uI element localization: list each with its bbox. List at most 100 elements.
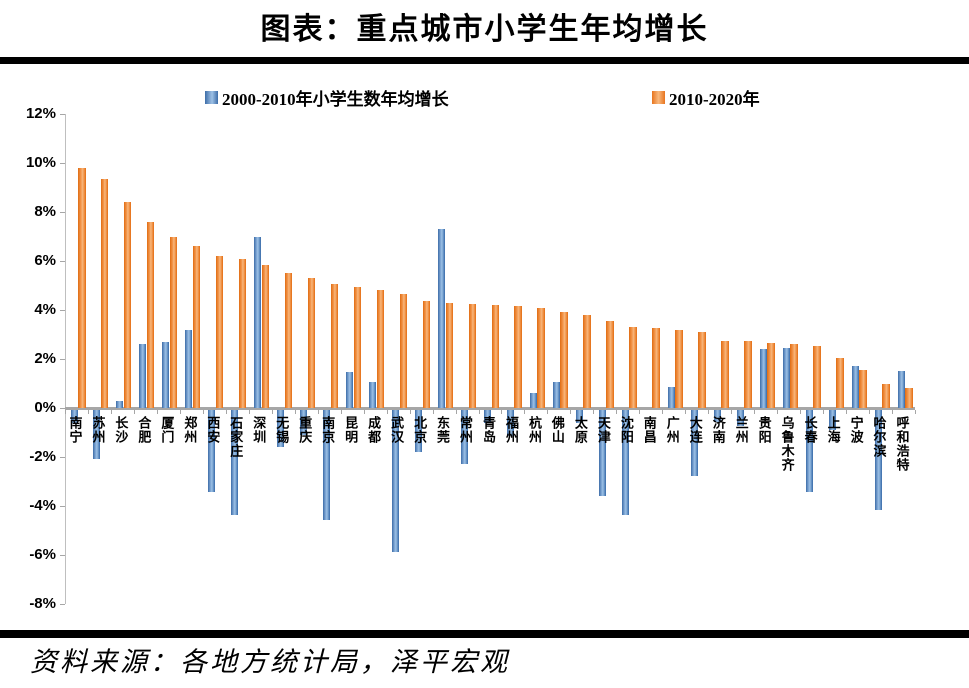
x-axis-label-长春: 长春 xyxy=(802,416,818,444)
bar-2000-2010-西安 xyxy=(208,410,216,493)
x-axis-tick xyxy=(363,410,365,414)
x-axis-label-杭州: 杭州 xyxy=(526,416,542,444)
legend-label: 2010-2020年 xyxy=(669,90,760,109)
bar-2010-2020-青岛 xyxy=(491,305,499,408)
bar-2010-2020-西安 xyxy=(215,256,224,408)
bar-2000-2010-南宁 xyxy=(70,410,78,424)
bar-2010-2020-无锡 xyxy=(284,273,293,408)
top-divider-bar xyxy=(0,57,969,64)
y-axis-tick-label: 8% xyxy=(34,203,56,220)
x-axis-label-合肥: 合肥 xyxy=(136,416,152,444)
legend-swatch-orange xyxy=(652,91,665,104)
x-axis-tick xyxy=(455,410,457,414)
x-axis-label-呼和浩特: 呼和浩特 xyxy=(894,416,910,472)
bar-2010-2020-福州 xyxy=(514,306,522,408)
x-axis-label-贵阳: 贵阳 xyxy=(756,416,772,444)
bar-2000-2010-福州 xyxy=(506,410,514,436)
chart-title: 图表：重点城市小学生年均增长 xyxy=(260,13,709,46)
x-axis-label-北京: 北京 xyxy=(412,416,428,444)
x-axis-tick xyxy=(294,410,296,414)
bar-2010-2020-常州 xyxy=(468,303,477,408)
x-axis-tick xyxy=(616,410,618,414)
bar-2010-2020-厦门 xyxy=(169,236,178,408)
x-axis-tick xyxy=(639,410,641,414)
x-axis-tick xyxy=(685,410,687,414)
y-axis-tick-label: -8% xyxy=(29,595,56,612)
x-axis-tick xyxy=(570,410,572,414)
bar-2010-2020-呼和浩特 xyxy=(905,388,913,408)
x-axis-tick xyxy=(915,410,916,414)
y-axis-tick xyxy=(60,604,65,605)
x-axis-tick xyxy=(225,410,227,414)
x-axis-tick xyxy=(547,410,549,414)
y-axis-tick-label: 12% xyxy=(25,105,56,122)
y-axis-tick xyxy=(60,163,65,164)
x-axis-tick xyxy=(731,410,733,414)
bar-2010-2020-太原 xyxy=(583,314,591,408)
bar-2010-2020-北京 xyxy=(422,301,431,408)
y-axis-tick-label: -6% xyxy=(29,546,56,563)
bar-2000-2010-成都 xyxy=(369,382,377,408)
x-axis-tick xyxy=(708,410,710,414)
bar-2000-2010-深圳 xyxy=(254,236,262,408)
x-axis-label-济南: 济南 xyxy=(710,416,726,444)
bar-2000-2010-兰州 xyxy=(736,410,744,426)
bottom-divider-bar xyxy=(0,630,969,638)
y-axis-tick xyxy=(60,408,65,409)
bar-2010-2020-济南 xyxy=(721,340,729,408)
x-axis-label-东莞: 东莞 xyxy=(435,416,451,444)
bar-2010-2020-沈阳 xyxy=(629,327,637,408)
bar-2000-2010-重庆 xyxy=(300,410,308,435)
x-axis-line xyxy=(65,407,915,410)
x-axis-label-福州: 福州 xyxy=(503,416,519,444)
x-axis-label-厦门: 厦门 xyxy=(159,416,175,444)
bar-2000-2010-厦门 xyxy=(162,341,170,408)
bar-2000-2010-乌鲁木齐 xyxy=(782,347,790,408)
x-axis-label-太原: 太原 xyxy=(572,416,588,444)
bar-2000-2010-郑州 xyxy=(185,329,193,408)
x-axis-label-佛山: 佛山 xyxy=(549,416,565,444)
y-axis-tick-label: 10% xyxy=(25,154,56,171)
bar-2000-2010-石家庄 xyxy=(231,410,239,516)
bar-2000-2010-长春 xyxy=(805,410,813,493)
x-axis-tick xyxy=(110,410,112,414)
bar-2010-2020-长春 xyxy=(813,345,821,408)
y-axis-tick xyxy=(60,359,65,360)
bar-2000-2010-东莞 xyxy=(438,229,446,408)
x-axis-label-深圳: 深圳 xyxy=(251,416,267,444)
bar-2010-2020-上海 xyxy=(836,357,844,408)
y-axis-tick xyxy=(60,310,65,311)
y-axis-tick-label: -4% xyxy=(29,497,56,514)
x-axis-label-大连: 大连 xyxy=(687,416,703,444)
bar-2000-2010-哈尔滨 xyxy=(874,410,882,511)
x-axis-tick xyxy=(800,410,802,414)
bar-2010-2020-昆明 xyxy=(353,286,362,408)
x-axis-tick xyxy=(248,410,250,414)
x-axis-label-哈尔滨: 哈尔滨 xyxy=(871,416,887,458)
x-axis-tick xyxy=(777,410,779,414)
bar-2000-2010-宁波 xyxy=(851,366,859,408)
bar-2000-2010-武汉 xyxy=(392,410,400,553)
bar-2010-2020-广州 xyxy=(675,329,683,408)
x-axis-label-成都: 成都 xyxy=(366,416,382,444)
x-axis-label-天津: 天津 xyxy=(595,416,611,444)
legend-swatch-blue xyxy=(205,91,218,104)
bar-2000-2010-济南 xyxy=(713,410,721,423)
bar-2010-2020-石家庄 xyxy=(238,258,247,408)
bar-2010-2020-杭州 xyxy=(537,307,545,408)
x-axis-label-沈阳: 沈阳 xyxy=(618,416,634,444)
x-axis-tick xyxy=(478,410,480,414)
x-axis-label-郑州: 郑州 xyxy=(182,416,198,444)
bar-2000-2010-无锡 xyxy=(277,410,285,447)
x-axis-tick xyxy=(846,410,848,414)
bar-2010-2020-南京 xyxy=(330,284,339,408)
x-axis-label-宁波: 宁波 xyxy=(848,416,864,444)
x-axis-tick xyxy=(662,410,664,414)
bar-2010-2020-深圳 xyxy=(261,264,270,408)
bar-2000-2010-广州 xyxy=(667,387,675,408)
x-axis-tick xyxy=(65,410,66,414)
x-axis-label-石家庄: 石家庄 xyxy=(228,416,244,458)
x-axis-tick xyxy=(823,410,825,414)
bar-2000-2010-昆明 xyxy=(346,372,354,408)
bar-2010-2020-东莞 xyxy=(445,302,454,408)
